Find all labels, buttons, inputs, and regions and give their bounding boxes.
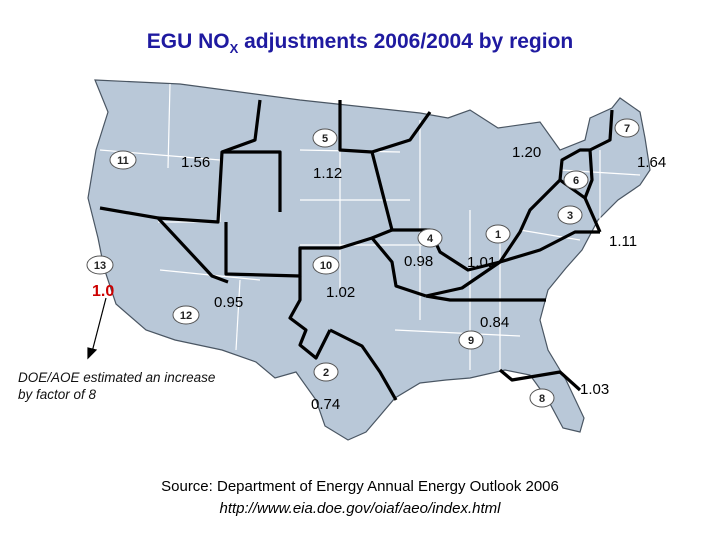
us-land-shape: [87, 79, 651, 441]
annotation-arrow: [87, 297, 107, 360]
region-boundaries: [99, 99, 614, 401]
region-number-labels: 1 2 3 4 5 6 7 8 9 10 11 12 13: [94, 123, 630, 405]
region-number-6: 6: [573, 175, 579, 187]
region-value-9: 0.84: [480, 314, 510, 331]
source-text: Source: Department of Energy Annual Ener…: [161, 478, 559, 495]
region-number-9: 9: [468, 335, 474, 347]
annotation-note: DOE/AOE estimated an increase by factor …: [18, 370, 216, 402]
title-prefix: EGU NO: [146, 30, 230, 53]
region-number-12: 12: [180, 310, 192, 322]
region-marker-1: [485, 224, 511, 244]
region-number-5: 5: [322, 133, 328, 145]
region-value-4: 0.98: [404, 253, 434, 270]
region-value-extra: 1.12: [313, 165, 343, 182]
region-number-11: 11: [117, 155, 129, 167]
region-value-10: 1.02: [326, 284, 356, 301]
region-number-10: 10: [320, 260, 332, 272]
region-marker-11: [109, 150, 137, 170]
region-number-1: 1: [495, 229, 501, 241]
source-citation: Source: Department of Energy Annual Ener…: [80, 476, 640, 520]
page-title: EGU NOX adjustments 2006/2004 by region: [0, 30, 720, 56]
region-marker-5: [312, 128, 338, 148]
region-marker-7: [614, 118, 640, 138]
region-number-3: 3: [567, 210, 573, 222]
region-marker-10: [312, 255, 340, 275]
source-url[interactable]: http://www.eia.doe.gov/oiaf/aeo/index.ht…: [219, 500, 501, 517]
region-number-13: 13: [94, 260, 106, 272]
region-value-2: 0.74: [311, 396, 341, 413]
region-value-6: 1.64: [637, 154, 667, 171]
region-markers: [86, 118, 640, 408]
title-suffix: adjustments 2006/2004 by region: [238, 30, 574, 53]
region-number-2: 2: [323, 367, 329, 379]
region-marker-12: [172, 305, 200, 325]
region-marker-2: [313, 362, 339, 382]
region-marker-8: [529, 388, 555, 408]
region-value-12: 0.95: [214, 294, 244, 311]
region-marker-3: [557, 205, 583, 225]
region-marker-6: [563, 170, 589, 190]
region-number-7: 7: [624, 123, 630, 135]
region-marker-13: [86, 255, 114, 275]
region-value-8: 1.03: [580, 381, 610, 398]
region-value-11: 1.56: [181, 154, 211, 171]
region-value-13: 1.0: [92, 283, 115, 300]
region-number-4: 4: [427, 233, 434, 245]
region-number-8: 8: [539, 393, 545, 405]
title-subscript: X: [229, 41, 239, 56]
region-value-3: 1.11: [609, 233, 638, 250]
region-value-5: 1.20: [512, 144, 542, 161]
region-marker-9: [458, 330, 484, 350]
region-value-1: 1.01: [467, 254, 497, 271]
region-marker-4: [417, 228, 443, 248]
